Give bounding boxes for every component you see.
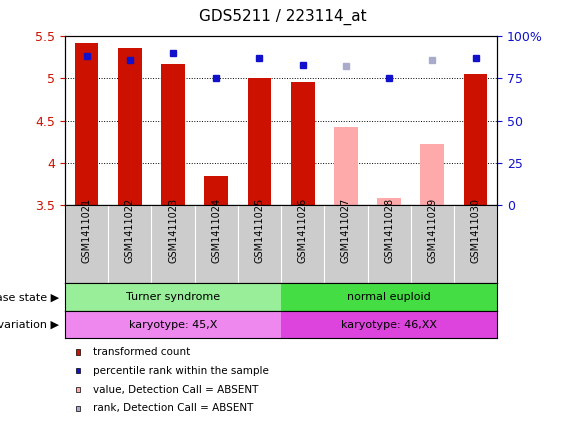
Text: disease state ▶: disease state ▶ [0, 292, 59, 302]
Text: percentile rank within the sample: percentile rank within the sample [93, 366, 269, 376]
Text: Turner syndrome: Turner syndrome [126, 292, 220, 302]
Bar [65, 283, 281, 311]
Text: normal euploid: normal euploid [347, 292, 431, 302]
Bar [281, 283, 497, 311]
Text: karyotype: 46,XX: karyotype: 46,XX [341, 320, 437, 330]
Bar [291, 82, 315, 205]
Bar [75, 43, 98, 205]
Text: value, Detection Call = ABSENT: value, Detection Call = ABSENT [93, 385, 259, 395]
Bar [420, 144, 444, 205]
Bar [464, 74, 488, 205]
Bar [161, 64, 185, 205]
Text: karyotype: 45,X: karyotype: 45,X [129, 320, 217, 330]
Text: transformed count: transformed count [93, 347, 190, 357]
Bar [205, 176, 228, 205]
Bar [334, 127, 358, 205]
Text: genotype/variation ▶: genotype/variation ▶ [0, 320, 59, 330]
Bar [118, 48, 142, 205]
Text: rank, Detection Call = ABSENT: rank, Detection Call = ABSENT [93, 404, 254, 413]
Bar [247, 78, 271, 205]
Text: GDS5211 / 223114_at: GDS5211 / 223114_at [199, 9, 366, 25]
Bar [377, 198, 401, 205]
Bar [65, 311, 281, 338]
Bar [281, 311, 497, 338]
